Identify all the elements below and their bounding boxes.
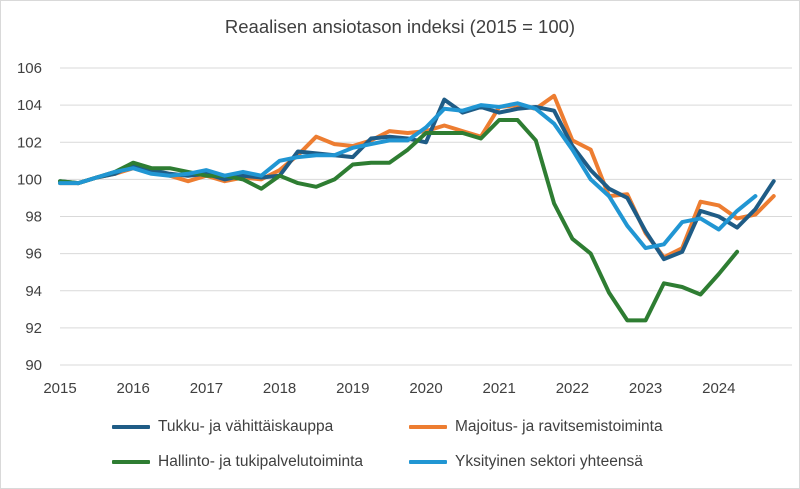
y-tick-label: 102: [17, 134, 42, 151]
series-lines: [58, 93, 776, 323]
chart-title: Reaalisen ansiotason indeksi (2015 = 100…: [224, 16, 576, 37]
x-axis-ticks: 2015 2016 2017 2018 2019 2020 2021 2022 2023 2024: [43, 380, 735, 397]
legend-item-majoitus: Majoitus- ja ravitsemistoiminta: [409, 418, 663, 436]
x-tick-label: 2024: [702, 380, 735, 397]
x-tick-label: 2018: [263, 380, 296, 397]
y-tick-label: 92: [25, 320, 42, 337]
x-tick-label: 2021: [483, 380, 516, 397]
legend-swatch-majoitus: [409, 425, 447, 429]
x-tick-label: 2023: [629, 380, 662, 397]
x-tick-label: 2016: [117, 380, 150, 397]
gridlines: [60, 67, 792, 366]
series-line-3: [58, 101, 758, 251]
x-tick-label: 2015: [43, 380, 76, 397]
y-tick-label: 104: [17, 97, 42, 114]
x-tick-label: 2017: [190, 380, 223, 397]
y-axis-ticks: 90 92 94 96 98 100 102 104 106: [17, 60, 42, 374]
legend-swatch-hallinto: [112, 460, 150, 464]
y-tick-label: 98: [25, 209, 42, 226]
x-tick-label: 2019: [336, 380, 369, 397]
legend-swatch-yksityinen: [409, 460, 447, 464]
legend-label-majoitus: Majoitus- ja ravitsemistoiminta: [455, 418, 663, 435]
legend-label-yksityinen: Yksityinen sektori yhteensä: [455, 453, 643, 470]
legend-swatch-tukku: [112, 425, 150, 429]
y-tick-label: 96: [25, 246, 42, 263]
legend-item-hallinto: Hallinto- ja tukipalvelutoiminta: [112, 453, 363, 471]
x-tick-label: 2020: [409, 380, 442, 397]
y-tick-label: 100: [17, 171, 42, 188]
y-tick-label: 106: [17, 60, 42, 77]
y-tick-label: 90: [25, 357, 42, 374]
series-line-2: [58, 118, 740, 323]
y-tick-label: 94: [25, 283, 42, 300]
legend-item-tukku: Tukku- ja vähittäiskauppa: [112, 418, 333, 436]
legend-item-yksityinen: Yksityinen sektori yhteensä: [409, 453, 643, 471]
x-tick-label: 2022: [556, 380, 589, 397]
legend-label-hallinto: Hallinto- ja tukipalvelutoiminta: [158, 453, 364, 470]
legend-label-tukku: Tukku- ja vähittäiskauppa: [158, 418, 334, 435]
